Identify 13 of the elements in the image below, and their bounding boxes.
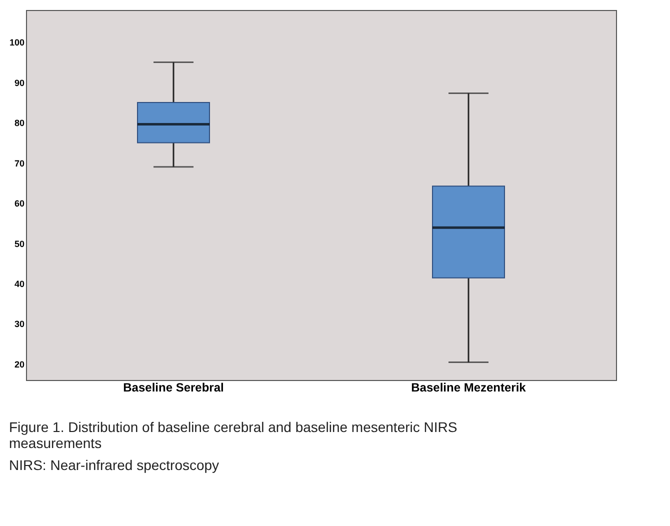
y-tick-label: 60 bbox=[14, 198, 24, 209]
y-tick-label: 20 bbox=[14, 359, 24, 370]
y-tick-label: 30 bbox=[14, 319, 24, 330]
y-tick-label: 70 bbox=[14, 158, 24, 168]
x-tick-label: Baseline Serebral bbox=[123, 380, 224, 394]
y-tick-label: 50 bbox=[14, 238, 24, 249]
y-tick-label: 80 bbox=[14, 118, 24, 128]
y-tick-label: 100 bbox=[9, 38, 24, 48]
x-tick-label: Baseline Mezenterik bbox=[411, 380, 526, 394]
y-tick-label: 40 bbox=[14, 278, 24, 289]
y-tick-label: 90 bbox=[14, 78, 24, 88]
text: Figure 1. Distribution of baseline cerebral and baseline mesenteric NIRS measurements bbox=[8, 419, 458, 451]
text: NIRS: Near-infrared spectroscopy bbox=[8, 457, 220, 473]
